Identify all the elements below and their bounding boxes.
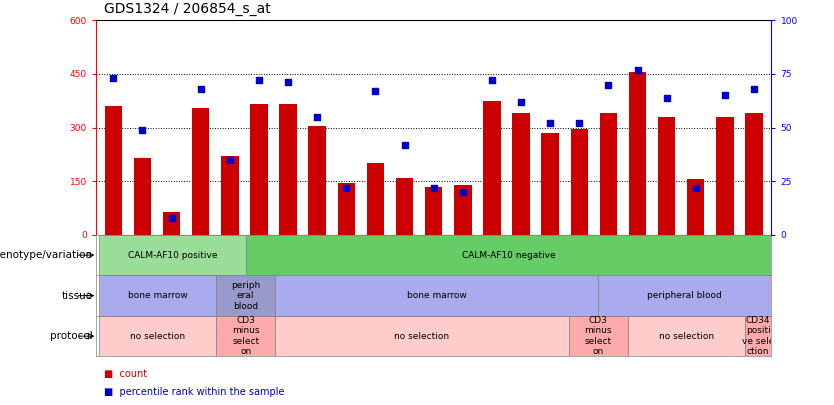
Bar: [396, 178, 414, 235]
Bar: [275, 316, 569, 356]
Point: [660, 94, 673, 101]
Point: [631, 66, 644, 73]
Bar: [746, 113, 763, 235]
Point: [224, 157, 237, 163]
Bar: [133, 158, 151, 235]
Text: periph
eral
blood: periph eral blood: [231, 281, 260, 311]
Bar: [600, 113, 617, 235]
Text: protocol: protocol: [50, 331, 93, 341]
Point: [107, 75, 120, 81]
Point: [689, 184, 702, 191]
Bar: [250, 104, 268, 235]
Bar: [367, 163, 384, 235]
Bar: [569, 316, 627, 356]
Point: [427, 184, 440, 191]
Text: no selection: no selection: [659, 332, 714, 341]
Bar: [541, 133, 559, 235]
Point: [544, 120, 557, 126]
Text: tissue: tissue: [62, 291, 93, 301]
Bar: [99, 235, 246, 275]
Bar: [216, 316, 275, 356]
Point: [718, 92, 731, 99]
Point: [165, 215, 178, 221]
Bar: [627, 316, 745, 356]
Bar: [658, 117, 676, 235]
Point: [485, 77, 499, 83]
Bar: [275, 275, 598, 316]
Bar: [629, 72, 646, 235]
Bar: [425, 187, 442, 235]
Point: [369, 88, 382, 94]
Text: genotype/variation: genotype/variation: [0, 250, 93, 260]
Point: [573, 120, 586, 126]
Text: ■  count: ■ count: [104, 369, 148, 379]
Text: ■  percentile rank within the sample: ■ percentile rank within the sample: [104, 387, 284, 397]
Point: [747, 86, 761, 92]
Point: [456, 189, 470, 195]
Point: [136, 126, 149, 133]
Point: [339, 184, 353, 191]
Point: [281, 79, 294, 86]
Bar: [99, 316, 216, 356]
Bar: [598, 275, 771, 316]
Bar: [246, 235, 771, 275]
Point: [253, 77, 266, 83]
Bar: [309, 126, 326, 235]
Point: [398, 141, 411, 148]
Point: [194, 86, 208, 92]
Bar: [687, 179, 705, 235]
Text: bone marrow: bone marrow: [128, 291, 188, 300]
Bar: [512, 113, 530, 235]
Text: GDS1324 / 206854_s_at: GDS1324 / 206854_s_at: [104, 2, 271, 16]
Bar: [745, 316, 771, 356]
Bar: [104, 106, 122, 235]
Point: [601, 81, 615, 88]
Bar: [338, 183, 355, 235]
Text: no selection: no selection: [394, 332, 450, 341]
Bar: [570, 129, 588, 235]
Text: CALM-AF10 negative: CALM-AF10 negative: [462, 251, 555, 260]
Text: peripheral blood: peripheral blood: [647, 291, 722, 300]
Text: CALM-AF10 positive: CALM-AF10 positive: [128, 251, 217, 260]
Point: [515, 98, 528, 105]
Bar: [483, 101, 500, 235]
Text: CD3
minus
select
on: CD3 minus select on: [232, 316, 259, 356]
Bar: [192, 108, 209, 235]
Bar: [221, 156, 239, 235]
Bar: [99, 275, 216, 316]
Bar: [716, 117, 734, 235]
Bar: [454, 185, 471, 235]
Text: CD3
minus
select
on: CD3 minus select on: [585, 316, 612, 356]
Bar: [279, 104, 297, 235]
Bar: [163, 212, 180, 235]
Text: CD34
positi
ve sele
ction: CD34 positi ve sele ction: [742, 316, 775, 356]
Text: bone marrow: bone marrow: [407, 291, 466, 300]
Bar: [216, 275, 275, 316]
Point: [310, 113, 324, 120]
Text: no selection: no selection: [130, 332, 185, 341]
